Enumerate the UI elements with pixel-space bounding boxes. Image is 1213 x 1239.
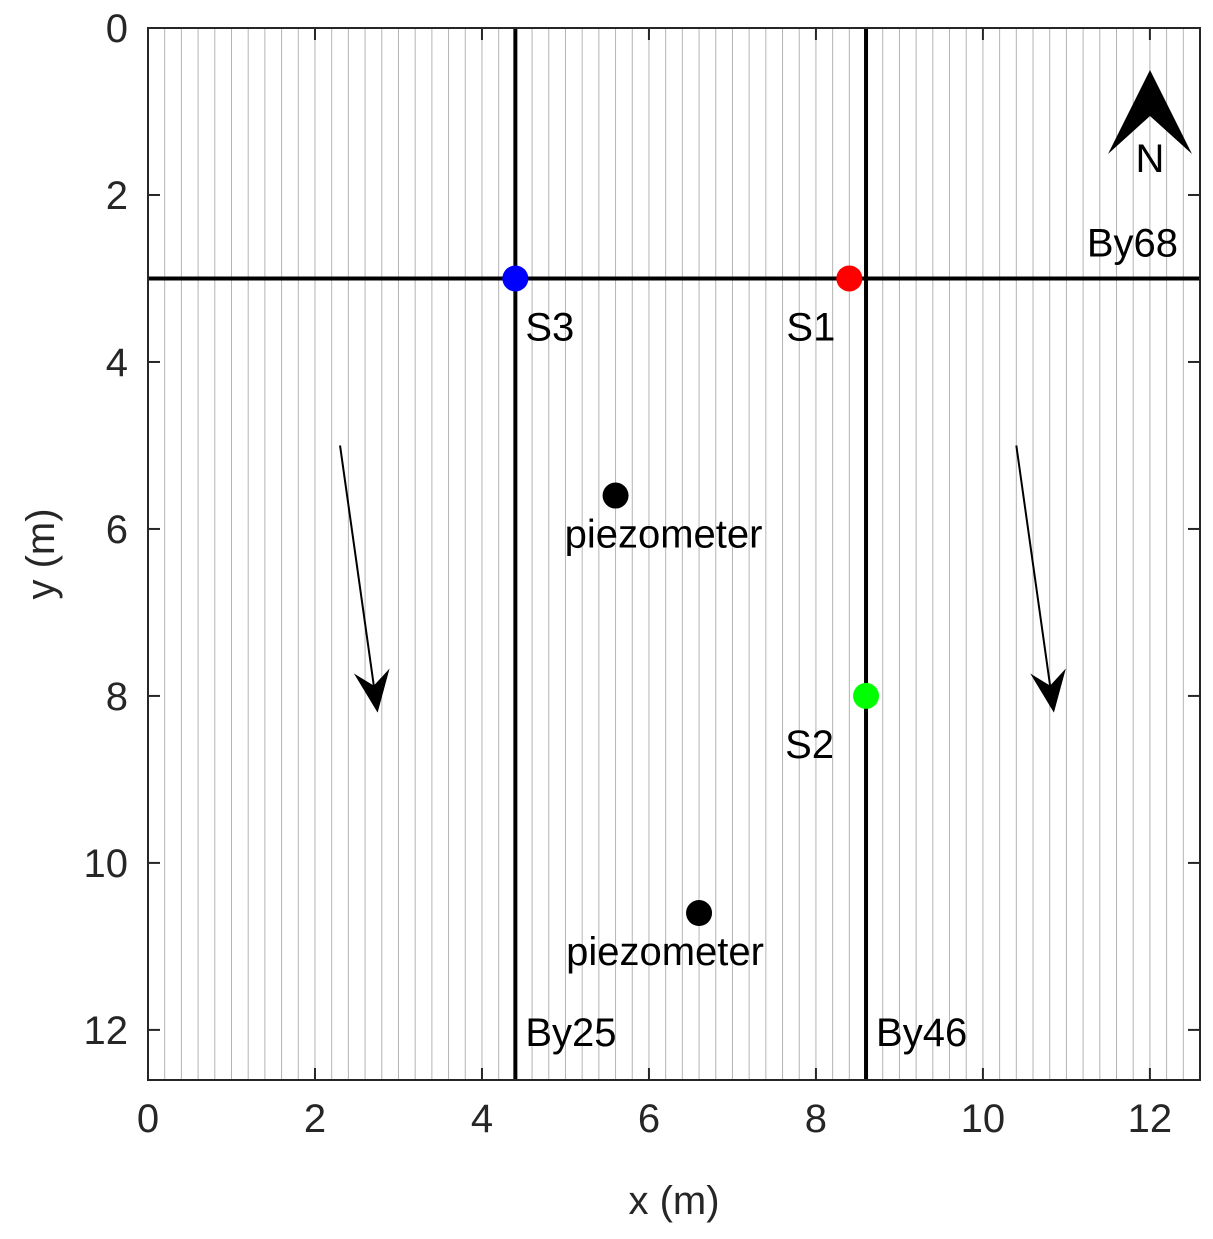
x-tick-label: 2 <box>304 1097 326 1141</box>
x-tick-label: 6 <box>638 1097 660 1141</box>
flow-arrows <box>339 445 1066 713</box>
line-by46-label: By46 <box>876 1011 967 1055</box>
line-by68-label: By68 <box>1087 221 1178 265</box>
y-tick-label: 0 <box>106 7 128 51</box>
flow-arrow <box>1015 445 1066 713</box>
y-tick-label: 12 <box>84 1009 129 1053</box>
flow-arrow-shaft <box>339 445 375 686</box>
piezometer-point <box>602 482 629 509</box>
piezometer-point-label: piezometer <box>566 930 764 974</box>
y-tick-label: 2 <box>106 174 128 218</box>
y-tick-label: 10 <box>84 842 129 886</box>
y-tick-label: 4 <box>106 341 128 385</box>
x-tick-label: 0 <box>137 1097 159 1141</box>
point-s3-label: S3 <box>525 305 574 349</box>
flow-arrow-head <box>353 668 390 713</box>
piezometer-point-label: piezometer <box>565 513 763 557</box>
piezometer-point <box>686 900 713 927</box>
flow-arrow-head <box>1030 668 1066 713</box>
plot-background <box>148 28 1200 1080</box>
y-tick-label: 6 <box>106 508 128 552</box>
line-by25-label: By25 <box>525 1011 616 1055</box>
flow-arrow-shaft <box>1015 445 1052 686</box>
data-points: S3 S1 S2 piezometer piezometer <box>502 265 880 974</box>
point-s3 <box>502 265 529 292</box>
north-arrow-icon <box>1108 70 1192 154</box>
north-arrow-label: N <box>1136 137 1165 181</box>
point-s2 <box>853 682 880 709</box>
point-s2-label: S2 <box>785 723 834 767</box>
x-tick-label: 10 <box>961 1097 1006 1141</box>
reference-lines: By25 By46 By68 <box>148 28 1200 1080</box>
x-tick-label: 12 <box>1128 1097 1173 1141</box>
point-s1 <box>836 265 863 292</box>
x-tick-label: 8 <box>805 1097 827 1141</box>
background-line-pattern <box>164 28 1184 1080</box>
y-tick-label: 8 <box>106 675 128 719</box>
x-axis-title: x (m) <box>628 1179 719 1223</box>
point-s1-label: S1 <box>786 305 835 349</box>
north-arrow: N <box>1108 70 1192 181</box>
plot-frame <box>147 27 1201 1081</box>
x-tick-label: 4 <box>471 1097 493 1141</box>
y-axis-title: y (m) <box>19 508 63 599</box>
flow-arrow <box>339 445 390 713</box>
